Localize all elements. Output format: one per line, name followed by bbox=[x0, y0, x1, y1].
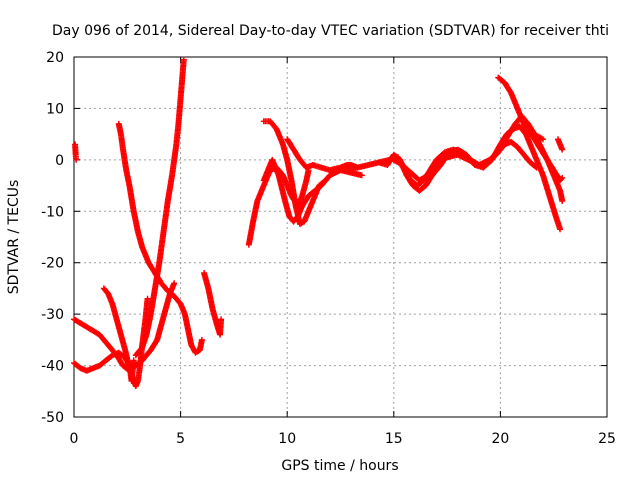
data-point bbox=[540, 136, 547, 143]
y-axis-label: SDTVAR / TECUs bbox=[6, 180, 22, 295]
y-tick-label: -40 bbox=[41, 359, 64, 375]
data-track bbox=[201, 270, 225, 338]
data-point bbox=[358, 172, 365, 179]
y-tick-label: -50 bbox=[41, 410, 64, 426]
x-tick-label: 15 bbox=[385, 431, 403, 447]
axis-ticks bbox=[73, 56, 608, 418]
x-tick-label: 20 bbox=[491, 431, 509, 447]
x-tick-label: 0 bbox=[70, 431, 79, 447]
chart-title: Day 096 of 2014, Sidereal Day-to-day VTE… bbox=[52, 23, 609, 39]
y-tick-label: -20 bbox=[41, 256, 64, 272]
x-axis-label: GPS time / hours bbox=[281, 458, 398, 474]
x-tick-label: 10 bbox=[278, 431, 296, 447]
x-tick-labels: 0 5 10 15 20 25 bbox=[70, 431, 616, 447]
y-tick-label: 0 bbox=[55, 153, 64, 169]
x-tick-label: 5 bbox=[176, 431, 185, 447]
data-track bbox=[260, 118, 329, 228]
data-point bbox=[559, 146, 566, 153]
x-tick-label: 25 bbox=[598, 431, 616, 447]
data-point bbox=[130, 357, 137, 364]
data-point bbox=[557, 226, 564, 233]
data-point bbox=[559, 174, 566, 181]
data-point bbox=[198, 336, 205, 343]
data-track bbox=[554, 136, 566, 153]
data-points bbox=[71, 56, 566, 390]
y-tick-label: 20 bbox=[46, 50, 64, 66]
data-point bbox=[73, 156, 80, 163]
data-point bbox=[558, 176, 565, 183]
data-point bbox=[218, 316, 225, 323]
data-track bbox=[72, 141, 80, 163]
grid bbox=[74, 57, 607, 417]
data-track bbox=[100, 285, 151, 390]
y-tick-label: -30 bbox=[41, 307, 64, 323]
data-point bbox=[322, 177, 329, 184]
y-tick-label: -10 bbox=[41, 204, 64, 220]
y-tick-labels: -50 -40 -30 -20 -10 0 10 20 bbox=[41, 50, 64, 426]
data-point bbox=[559, 198, 566, 204]
plot-frame bbox=[73, 56, 608, 418]
y-tick-label: 10 bbox=[46, 101, 64, 117]
data-track bbox=[518, 113, 566, 184]
data-point bbox=[171, 280, 178, 287]
data-point bbox=[144, 295, 151, 302]
data-track bbox=[132, 56, 187, 359]
data-point bbox=[321, 178, 328, 185]
data-track bbox=[375, 123, 564, 233]
data-track bbox=[115, 120, 205, 356]
data-point bbox=[180, 56, 187, 63]
